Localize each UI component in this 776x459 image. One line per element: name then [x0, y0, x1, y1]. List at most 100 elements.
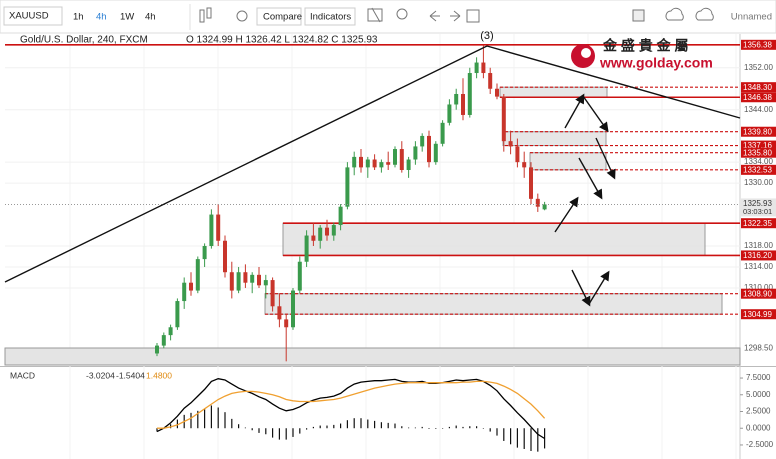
candle-body [488, 73, 493, 89]
arrow [571, 269, 591, 307]
zone [529, 152, 607, 171]
level-label-bg [741, 309, 776, 320]
candle-body [454, 93, 459, 105]
level-label-bg [741, 126, 776, 137]
compare-label[interactable]: Compare [263, 12, 302, 23]
arrow [564, 93, 585, 129]
macd-histogram-bar [469, 426, 471, 429]
macd-histogram-bar [374, 420, 376, 429]
logo-url: www.golday.com [599, 55, 713, 71]
trendline [486, 45, 741, 119]
zone [502, 131, 607, 147]
macd-histogram-bar [265, 428, 267, 435]
level-label: 1339.80 [743, 127, 772, 136]
interval-button[interactable]: 4h [145, 12, 156, 23]
macd-histogram-bar [299, 428, 301, 434]
candle-body [202, 246, 207, 260]
macd-histogram-bar [231, 418, 233, 429]
macd-histogram-bar [414, 427, 416, 429]
candle-body [522, 162, 527, 168]
macd-tick-label: 2.5000 [746, 407, 771, 416]
compare-button[interactable] [256, 7, 302, 26]
y-tick-label: 1318.00 [744, 241, 773, 250]
layout-name[interactable]: Unnamed [731, 12, 772, 23]
candle-body [243, 272, 248, 283]
candle-body [155, 345, 159, 354]
candle-body [331, 225, 336, 236]
level-label-bg [741, 288, 776, 299]
macd-readout: 1.4800 [146, 370, 172, 380]
macd-histogram-bar [367, 419, 369, 429]
price-label-bg [741, 198, 776, 217]
candle-body [311, 235, 316, 241]
level-label: 1356.38 [743, 40, 772, 49]
macd-histogram-bar [523, 428, 525, 449]
indicators-button[interactable] [304, 7, 356, 26]
macd-histogram-bar [319, 425, 321, 429]
level-label: 1335.80 [743, 148, 772, 157]
zone [499, 86, 608, 98]
candle-body [515, 146, 520, 163]
candle-body [161, 335, 166, 346]
candle-body [250, 274, 255, 283]
level-label-bg [741, 39, 776, 50]
level-label: 1348.30 [743, 83, 772, 92]
macd-histogram-bar [353, 418, 355, 429]
candle-body [413, 146, 418, 160]
candle-body [182, 282, 187, 302]
ohlc-legend: O 1324.99 H 1326.42 L 1324.82 C 1325.93 [186, 35, 378, 46]
y-tick-label: 1330.00 [744, 178, 773, 187]
candle-body [223, 240, 227, 273]
candle-body [168, 327, 173, 336]
y-tick-label: 1314.00 [744, 262, 773, 271]
macd-readout: -1.5404 [116, 370, 145, 380]
candle-body [189, 282, 193, 291]
candle-body [501, 96, 506, 142]
candle-body [461, 93, 465, 115]
zone [4, 347, 741, 366]
candle-body [467, 73, 472, 115]
candle-body [291, 290, 295, 328]
macd-histogram-bar [387, 422, 389, 429]
macd-histogram-bar [292, 428, 294, 437]
macd-histogram-bar [204, 408, 206, 429]
macd-histogram-bar [346, 420, 348, 429]
arrow [595, 137, 616, 180]
macd-histogram-bar [421, 426, 423, 429]
drawings [4, 45, 741, 307]
candle-body [359, 156, 363, 168]
level-label: 1308.90 [743, 289, 772, 298]
macd-histogram-bar [238, 424, 240, 429]
symbol-box[interactable] [3, 6, 63, 26]
candle-body [175, 301, 180, 328]
level-label-bg [741, 250, 776, 261]
arrow [578, 157, 603, 200]
macd-histogram-bar [251, 428, 253, 431]
candle-body [427, 135, 431, 163]
arrow [588, 270, 610, 305]
macd-histogram-bar [285, 428, 287, 440]
interval-button[interactable]: 1W [120, 12, 134, 23]
macd-histogram-bar [394, 423, 396, 429]
candle-body [474, 62, 479, 74]
candle-body [216, 214, 221, 241]
candle-body [481, 62, 486, 74]
macd-histogram-bar [476, 426, 478, 429]
current-price-label: 1325.93 [743, 199, 772, 208]
wave-label: (3) [480, 30, 493, 42]
macd-histogram-bar [258, 428, 260, 433]
symbol[interactable]: XAUUSD [9, 11, 49, 22]
level-label: 1337.16 [743, 141, 772, 150]
candle-body [318, 227, 323, 241]
interval-button[interactable]: 4h [96, 12, 107, 23]
candle-body [447, 104, 452, 123]
indicators-label[interactable]: Indicators [310, 12, 351, 23]
macd-histogram-bar [224, 412, 226, 429]
toolbar: XAUUSD 1h 4h 1W 4h Compare Indicators Un… [0, 0, 776, 34]
candle-body [229, 272, 234, 291]
macd-readout: -3.0204 [86, 370, 115, 380]
series-title: Gold/U.S. Dollar, 240, FXCM [20, 35, 148, 46]
interval-button[interactable]: 1h [73, 12, 84, 23]
